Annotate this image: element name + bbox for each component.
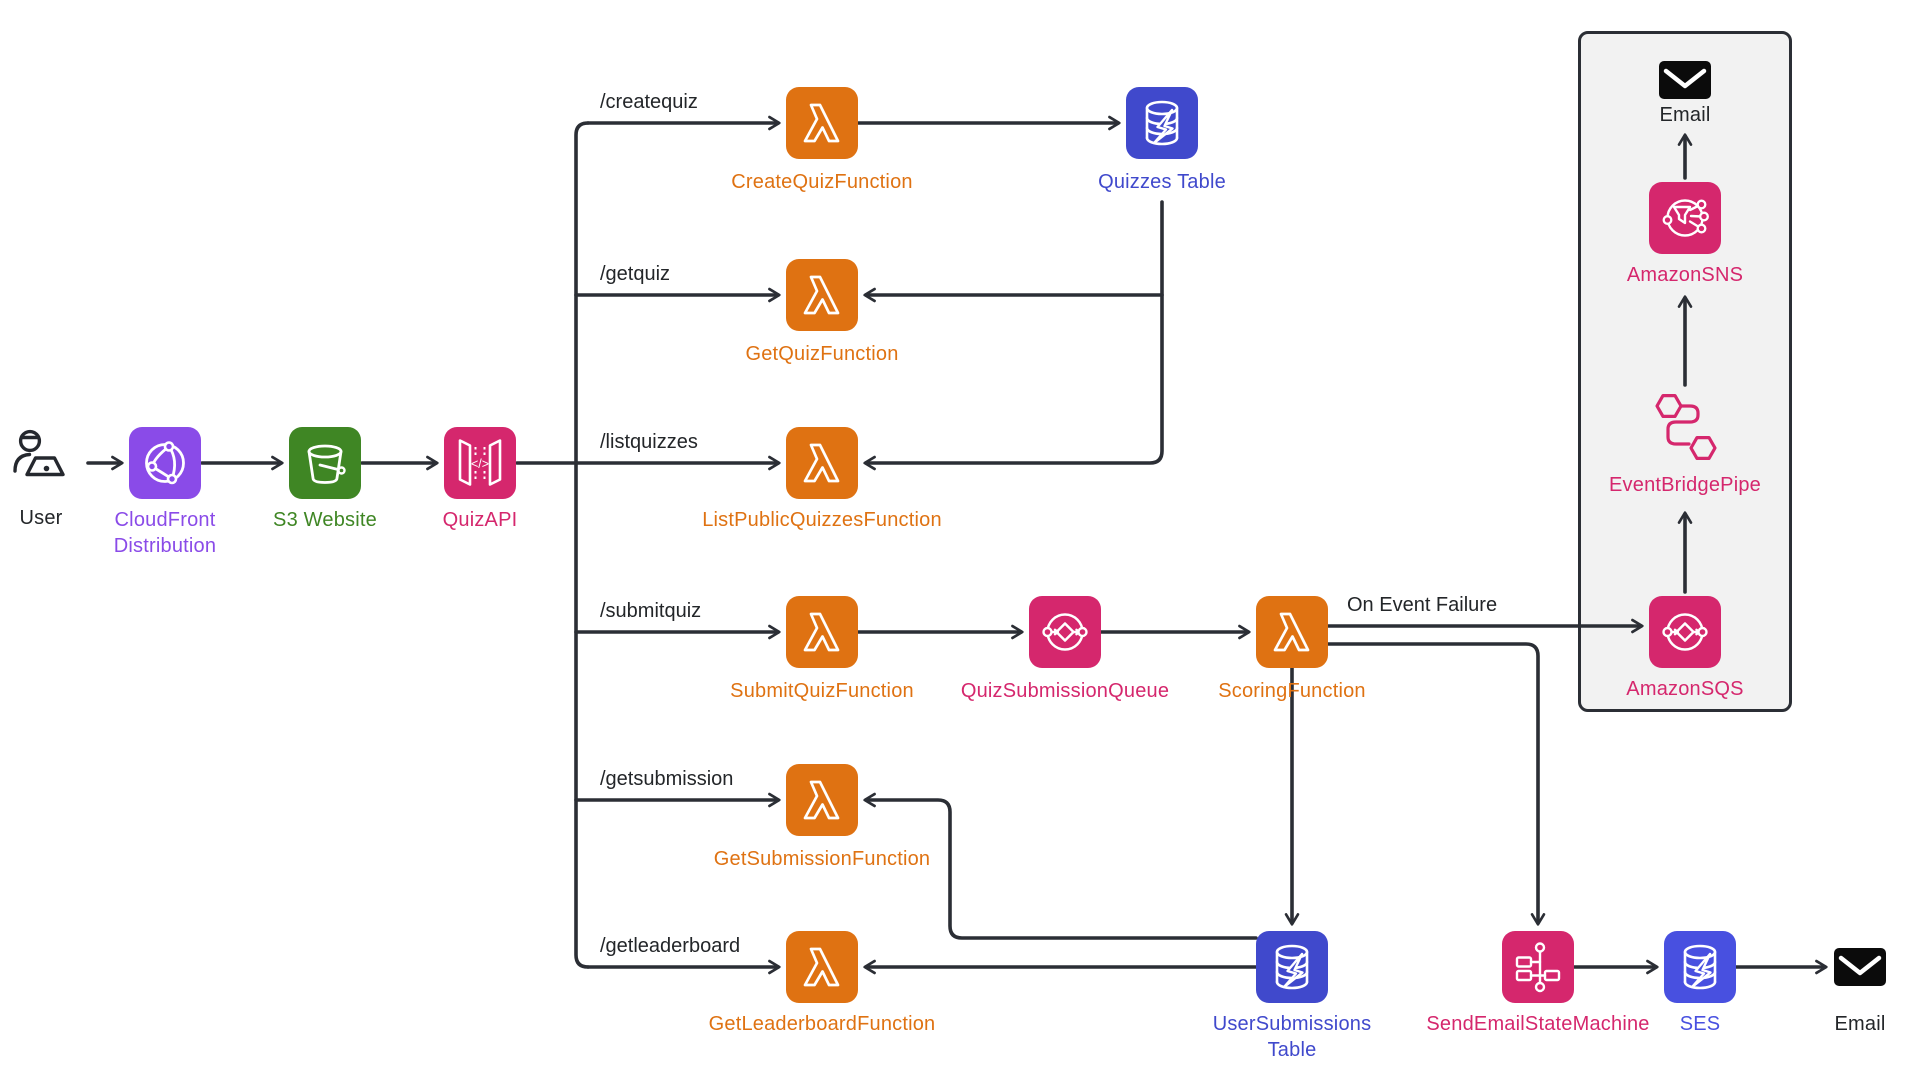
lambda-icon-getsubmission <box>786 764 858 836</box>
user-icon <box>13 429 65 477</box>
lambda-icon-scoring <box>1256 596 1328 668</box>
sns-icon <box>1649 182 1721 254</box>
route-label-listquizzes: /listquizzes <box>600 431 698 453</box>
getquizfunction-label: GetQuizFunction <box>745 343 899 365</box>
lambda-icon-getquiz <box>786 259 858 331</box>
submitquizfunction-label: SubmitQuizFunction <box>730 680 914 702</box>
svg-text:</>: </> <box>471 457 489 471</box>
scoringfunction-label: ScoringFunction <box>1218 680 1366 702</box>
edge-label-on-event-failure: On Event Failure <box>1347 594 1498 616</box>
ses-label: SES <box>1679 1013 1721 1035</box>
eventbridge-pipe-icon <box>1655 394 1717 460</box>
createquizfunction-label: CreateQuizFunction <box>731 171 913 193</box>
email-panel-label: Email <box>1659 104 1711 126</box>
lambda-icon-listquizzes <box>786 427 858 499</box>
email-bottom-label: Email <box>1834 1013 1886 1035</box>
quizzes-table-label: Quizzes Table <box>1098 171 1226 193</box>
lambda-icon-submitquiz <box>786 596 858 668</box>
lambda-icon-createquiz <box>786 87 858 159</box>
s3-label: S3 Website <box>273 509 377 531</box>
getleaderboardfunction-label: GetLeaderboardFunction <box>708 1013 936 1035</box>
email-icon-bottom <box>1834 948 1886 986</box>
lambda-icon-getleaderboard <box>786 931 858 1003</box>
stepfunctions-icon-sendemail <box>1502 931 1574 1003</box>
getsubmissionfunction-label: GetSubmissionFunction <box>713 848 931 870</box>
route-label-getsubmission: /getsubmission <box>600 768 734 790</box>
ses-icon <box>1664 931 1736 1003</box>
cloudfront-label: CloudFront Distribution <box>113 509 217 557</box>
listpublicquizzesfunction-label: ListPublicQuizzesFunction <box>702 509 942 531</box>
cloudfront-icon <box>129 427 201 499</box>
user-label: User <box>19 507 63 529</box>
quizapi-label: QuizAPI <box>442 509 518 531</box>
amazonsqs-label: AmazonSQS <box>1626 678 1744 700</box>
edge-trunk <box>574 121 590 969</box>
sendemailstatemachine-label: SendEmailStateMachine <box>1426 1013 1650 1035</box>
route-label-getquiz: /getquiz <box>600 263 671 285</box>
route-label-createquiz: /createquiz <box>600 91 698 113</box>
eventbridgepipe-label: EventBridgePipe <box>1609 474 1761 496</box>
quizsubmissionqueue-label: QuizSubmissionQueue <box>960 680 1170 702</box>
usersubmissions-table-label: UserSubmissions Table <box>1212 1013 1372 1061</box>
edge-scoringfn-sendemail <box>1326 642 1546 926</box>
dynamodb-table-icon-quizzes <box>1126 87 1198 159</box>
api-gateway-icon: </> <box>444 427 516 499</box>
email-icon-panel <box>1659 61 1711 99</box>
amazonsns-label: AmazonSNS <box>1626 264 1744 286</box>
sqs-queue-icon-quizsubmission <box>1029 596 1101 668</box>
route-label-submitquiz: /submitquiz <box>600 600 702 622</box>
s3-icon <box>289 427 361 499</box>
dynamodb-table-icon-usersubmissions <box>1256 931 1328 1003</box>
route-label-getleaderboard: /getleaderboard <box>600 935 741 957</box>
edge-usertable-getsubfn <box>863 792 1258 940</box>
sqs-icon <box>1649 596 1721 668</box>
edge-quizzestable-listfn <box>863 200 1164 471</box>
